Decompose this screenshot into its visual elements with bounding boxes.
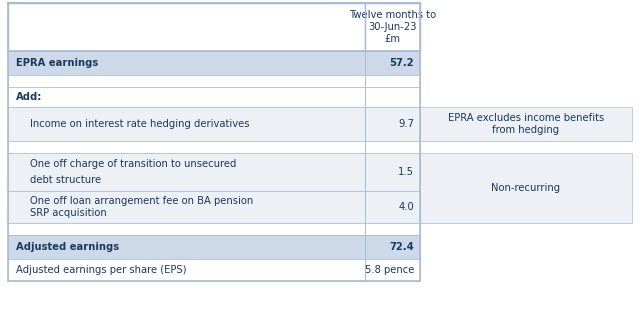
Text: 1.5: 1.5 [398,167,414,177]
Bar [365,235,420,259]
Text: Twelve months to
30-Jun-23
£m: Twelve months to 30-Jun-23 £m [349,10,436,44]
Bar [8,75,365,87]
Bar [420,107,632,141]
Text: EPRA excludes income benefits
from hedging: EPRA excludes income benefits from hedgi… [448,113,604,135]
Bar [365,141,420,153]
Text: 57.2: 57.2 [389,58,414,68]
Bar [365,153,420,191]
Bar [8,223,365,235]
Text: Non-recurring: Non-recurring [492,183,561,193]
Bar [365,107,420,141]
Bar [365,51,420,75]
Bar [8,191,365,223]
Bar [8,51,365,75]
Text: 9.7: 9.7 [398,119,414,129]
Text: SRP acquisition: SRP acquisition [30,208,107,218]
Text: One off loan arrangement fee on BA pension: One off loan arrangement fee on BA pensi… [30,195,253,205]
Text: 5.8 pence: 5.8 pence [365,265,414,275]
Text: debt structure: debt structure [30,175,101,185]
Text: 72.4: 72.4 [389,242,414,252]
Text: Add:: Add: [16,92,42,102]
Bar [8,153,365,191]
Bar [365,223,420,235]
Bar [8,259,365,281]
Text: EPRA earnings: EPRA earnings [16,58,99,68]
Bar [8,107,365,141]
Bar [420,153,632,223]
Bar [8,3,365,51]
Text: Income on interest rate hedging derivatives: Income on interest rate hedging derivati… [30,119,250,129]
Bar [365,75,420,87]
Text: 4.0: 4.0 [398,202,414,212]
Bar [365,259,420,281]
Bar [8,3,420,281]
Text: One off charge of transition to unsecured: One off charge of transition to unsecure… [30,159,236,169]
Bar [8,235,365,259]
Bar [365,87,420,107]
Bar [8,87,365,107]
Bar [365,191,420,223]
Bar [8,141,365,153]
Text: Adjusted earnings: Adjusted earnings [16,242,119,252]
Text: Adjusted earnings per share (EPS): Adjusted earnings per share (EPS) [16,265,186,275]
Bar [365,3,420,51]
